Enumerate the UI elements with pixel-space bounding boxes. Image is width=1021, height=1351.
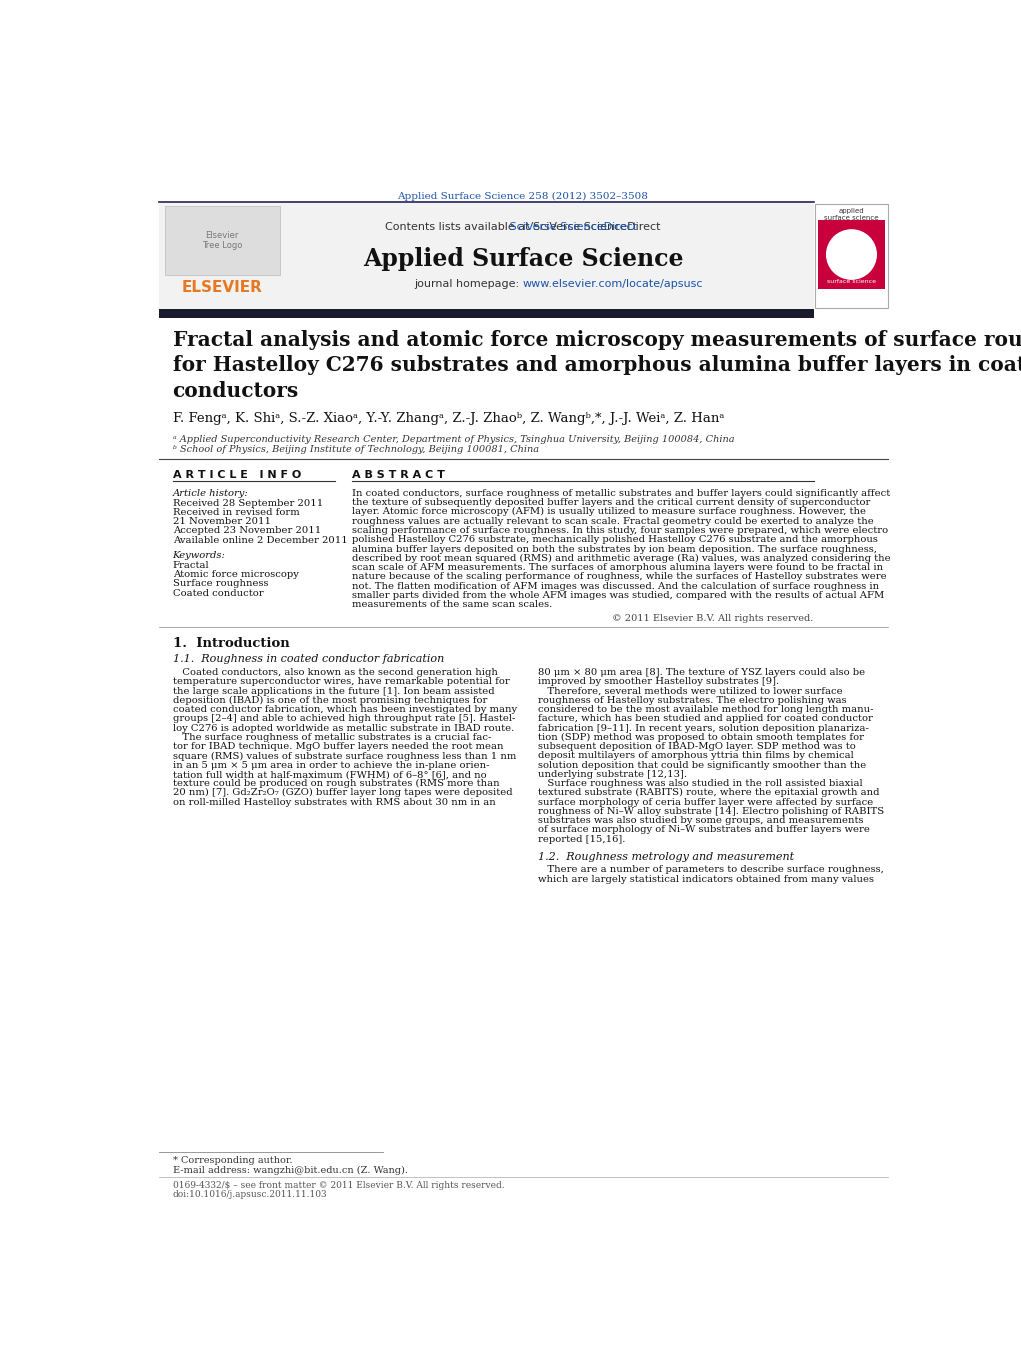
- Text: Fractal: Fractal: [173, 561, 209, 570]
- Text: texture could be produced on rough substrates (RMS more than: texture could be produced on rough subst…: [173, 780, 499, 788]
- Text: There are a number of parameters to describe surface roughness,: There are a number of parameters to desc…: [538, 866, 884, 874]
- Text: Surface roughness: Surface roughness: [173, 580, 269, 589]
- Text: ᵃ Applied Superconductivity Research Center, Department of Physics, Tsinghua Uni: ᵃ Applied Superconductivity Research Cen…: [173, 435, 734, 443]
- Text: Therefore, several methods were utilized to lower surface: Therefore, several methods were utilized…: [538, 686, 843, 696]
- Text: * Corresponding author.: * Corresponding author.: [173, 1156, 292, 1165]
- Text: scaling performance of surface roughness. In this study, four samples were prepa: scaling performance of surface roughness…: [352, 526, 888, 535]
- Text: Coated conductor: Coated conductor: [173, 589, 263, 597]
- Text: 1.2.  Roughness metrology and measurement: 1.2. Roughness metrology and measurement: [538, 851, 794, 862]
- Text: tor for IBAD technique. MgO buffer layers needed the root mean: tor for IBAD technique. MgO buffer layer…: [173, 742, 503, 751]
- Text: Keywords:: Keywords:: [173, 551, 226, 559]
- Bar: [158, 203, 814, 309]
- Text: Received in revised form: Received in revised form: [173, 508, 299, 517]
- Text: F. Fengᵃ, K. Shiᵃ, S.-Z. Xiaoᵃ, Y.-Y. Zhangᵃ, Z.-J. Zhaoᵇ, Z. Wangᵇ,*, J.-J. Wei: F. Fengᵃ, K. Shiᵃ, S.-Z. Xiaoᵃ, Y.-Y. Zh…: [173, 412, 724, 426]
- Text: the large scale applications in the future [1]. Ion beam assisted: the large scale applications in the futu…: [173, 686, 494, 696]
- Text: 1.1.  Roughness in coated conductor fabrication: 1.1. Roughness in coated conductor fabri…: [173, 654, 444, 665]
- Text: E-mail address: wangzhi@bit.edu.cn (Z. Wang).: E-mail address: wangzhi@bit.edu.cn (Z. W…: [173, 1166, 407, 1174]
- Text: described by root mean squared (RMS) and arithmetic average (Ra) values, was ana: described by root mean squared (RMS) and…: [352, 554, 891, 563]
- Text: improved by smoother Hastelloy substrates [9].: improved by smoother Hastelloy substrate…: [538, 677, 779, 686]
- Text: Received 28 September 2011: Received 28 September 2011: [173, 499, 323, 508]
- Circle shape: [827, 230, 876, 280]
- Text: Applied Surface Science: Applied Surface Science: [362, 247, 683, 270]
- Text: conductors: conductors: [173, 381, 299, 401]
- Text: temperature superconductor wires, have remarkable potential for: temperature superconductor wires, have r…: [173, 677, 509, 686]
- Bar: [815, 204, 888, 308]
- Text: of surface morphology of Ni–W substrates and buffer layers were: of surface morphology of Ni–W substrates…: [538, 825, 870, 835]
- Text: www.elsevier.com/locate/apsusc: www.elsevier.com/locate/apsusc: [523, 280, 703, 289]
- Bar: [158, 309, 814, 317]
- Text: applied
surface science: applied surface science: [827, 273, 876, 284]
- Text: nature because of the scaling performance of roughness, while the surfaces of Ha: nature because of the scaling performanc…: [352, 573, 887, 581]
- Text: coated conductor fabrication, which has been investigated by many: coated conductor fabrication, which has …: [173, 705, 517, 715]
- Text: facture, which has been studied and applied for coated conductor: facture, which has been studied and appl…: [538, 715, 873, 723]
- Text: tation full width at half-maximum (FWHM) of 6–8° [6], and no: tation full width at half-maximum (FWHM)…: [173, 770, 486, 780]
- Text: underlying substrate [12,13].: underlying substrate [12,13].: [538, 770, 687, 780]
- Text: roughness of Hastelloy substrates. The electro polishing was: roughness of Hastelloy substrates. The e…: [538, 696, 847, 705]
- Text: The surface roughness of metallic substrates is a crucial fac-: The surface roughness of metallic substr…: [173, 734, 491, 742]
- Text: Elsevier
Tree Logo: Elsevier Tree Logo: [202, 231, 242, 250]
- Text: reported [15,16].: reported [15,16].: [538, 835, 626, 843]
- Text: Fractal analysis and atomic force microscopy measurements of surface roughness: Fractal analysis and atomic force micros…: [173, 330, 1021, 350]
- Bar: [164, 205, 280, 276]
- Text: 20 nm) [7]. Gd₂Zr₂O₇ (GZO) buffer layer long tapes were deposited: 20 nm) [7]. Gd₂Zr₂O₇ (GZO) buffer layer …: [173, 789, 513, 797]
- Text: deposition (IBAD) is one of the most promising techniques for: deposition (IBAD) is one of the most pro…: [173, 696, 487, 705]
- Text: surface morphology of ceria buffer layer were affected by surface: surface morphology of ceria buffer layer…: [538, 797, 874, 807]
- Text: Available online 2 December 2011: Available online 2 December 2011: [173, 535, 347, 544]
- Text: the texture of subsequently deposited buffer layers and the critical current den: the texture of subsequently deposited bu…: [352, 499, 871, 507]
- Text: SciVerse ScienceDirect: SciVerse ScienceDirect: [408, 222, 637, 232]
- Text: square (RMS) values of substrate surface roughness less than 1 nm: square (RMS) values of substrate surface…: [173, 751, 516, 761]
- Text: Article history:: Article history:: [173, 489, 248, 497]
- Text: substrates was also studied by some groups, and measurements: substrates was also studied by some grou…: [538, 816, 864, 825]
- Text: journal homepage:: journal homepage:: [415, 280, 523, 289]
- Bar: [818, 220, 885, 289]
- Text: loy C276 is adopted worldwide as metallic substrate in IBAD route.: loy C276 is adopted worldwide as metalli…: [173, 724, 514, 732]
- Text: ELSEVIER: ELSEVIER: [182, 280, 262, 295]
- Text: smaller parts divided from the whole AFM images was studied, compared with the r: smaller parts divided from the whole AFM…: [352, 592, 884, 600]
- Text: 21 November 2011: 21 November 2011: [173, 517, 271, 526]
- Text: Contents lists available at SciVerse ScienceDirect: Contents lists available at SciVerse Sci…: [385, 222, 661, 232]
- Text: layer. Atomic force microscopy (AFM) is usually utilized to measure surface roug: layer. Atomic force microscopy (AFM) is …: [352, 507, 867, 516]
- Text: polished Hastelloy C276 substrate, mechanically polished Hastelloy C276 substrat: polished Hastelloy C276 substrate, mecha…: [352, 535, 878, 544]
- Text: considered to be the most available method for long length manu-: considered to be the most available meth…: [538, 705, 874, 715]
- Text: ᵇ School of Physics, Beijing Institute of Technology, Beijing 100081, China: ᵇ School of Physics, Beijing Institute o…: [173, 444, 539, 454]
- Text: In coated conductors, surface roughness of metallic substrates and buffer layers: In coated conductors, surface roughness …: [352, 489, 890, 497]
- Text: measurements of the same scan scales.: measurements of the same scan scales.: [352, 600, 552, 609]
- Text: deposit multilayers of amorphous yttria thin films by chemical: deposit multilayers of amorphous yttria …: [538, 751, 855, 761]
- Text: subsequent deposition of IBAD-MgO layer. SDP method was to: subsequent deposition of IBAD-MgO layer.…: [538, 742, 857, 751]
- Text: Accepted 23 November 2011: Accepted 23 November 2011: [173, 527, 321, 535]
- Text: groups [2–4] and able to achieved high throughput rate [5]. Hastel-: groups [2–4] and able to achieved high t…: [173, 715, 515, 723]
- Text: solution deposition that could be significantly smoother than the: solution deposition that could be signif…: [538, 761, 867, 770]
- Text: Applied Surface Science 258 (2012) 3502–3508: Applied Surface Science 258 (2012) 3502–…: [397, 192, 648, 200]
- Text: tion (SDP) method was proposed to obtain smooth templates for: tion (SDP) method was proposed to obtain…: [538, 734, 865, 742]
- Text: Surface roughness was also studied in the roll assisted biaxial: Surface roughness was also studied in th…: [538, 780, 863, 788]
- Text: textured substrate (RABITS) route, where the epitaxial growth and: textured substrate (RABITS) route, where…: [538, 789, 880, 797]
- Text: Coated conductors, also known as the second generation high: Coated conductors, also known as the sec…: [173, 669, 497, 677]
- Text: roughness values are actually relevant to scan scale. Fractal geometry could be : roughness values are actually relevant t…: [352, 516, 874, 526]
- Text: scan scale of AFM measurements. The surfaces of amorphous alumina layers were fo: scan scale of AFM measurements. The surf…: [352, 563, 883, 571]
- Text: not. The flatten modification of AFM images was discussed. And the calculation o: not. The flatten modification of AFM ima…: [352, 582, 879, 590]
- Text: 80 μm × 80 μm area [8]. The texture of YSZ layers could also be: 80 μm × 80 μm area [8]. The texture of Y…: [538, 669, 866, 677]
- Text: applied
surface science: applied surface science: [824, 208, 879, 220]
- Text: in an 5 μm × 5 μm area in order to achieve the in-plane orien-: in an 5 μm × 5 μm area in order to achie…: [173, 761, 489, 770]
- Text: A R T I C L E   I N F O: A R T I C L E I N F O: [173, 470, 301, 480]
- Text: on roll-milled Hastelloy substrates with RMS about 30 nm in an: on roll-milled Hastelloy substrates with…: [173, 797, 495, 807]
- Text: roughness of Ni–W alloy substrate [14]. Electro polishing of RABITS: roughness of Ni–W alloy substrate [14]. …: [538, 807, 884, 816]
- Text: 0169-4332/$ – see front matter © 2011 Elsevier B.V. All rights reserved.: 0169-4332/$ – see front matter © 2011 El…: [173, 1181, 504, 1190]
- Text: for Hastelloy C276 substrates and amorphous alumina buffer layers in coated: for Hastelloy C276 substrates and amorph…: [173, 355, 1021, 376]
- Text: Atomic force microscopy: Atomic force microscopy: [173, 570, 298, 580]
- Text: alumina buffer layers deposited on both the substrates by ion beam deposition. T: alumina buffer layers deposited on both …: [352, 544, 877, 554]
- Text: 1.  Introduction: 1. Introduction: [173, 638, 289, 650]
- Text: fabrication [9–11]. In recent years, solution deposition planariza-: fabrication [9–11]. In recent years, sol…: [538, 724, 869, 732]
- Text: A B S T R A C T: A B S T R A C T: [352, 470, 445, 480]
- Text: © 2011 Elsevier B.V. All rights reserved.: © 2011 Elsevier B.V. All rights reserved…: [613, 615, 814, 623]
- Text: doi:10.1016/j.apsusc.2011.11.103: doi:10.1016/j.apsusc.2011.11.103: [173, 1190, 327, 1200]
- Text: which are largely statistical indicators obtained from many values: which are largely statistical indicators…: [538, 874, 874, 884]
